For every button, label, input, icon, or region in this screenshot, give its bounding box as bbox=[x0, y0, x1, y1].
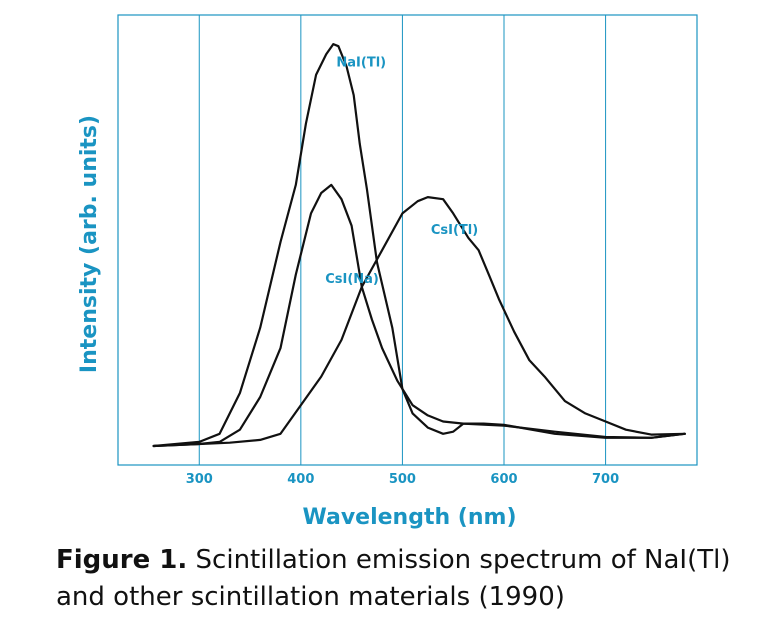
figure-label: Figure 1. bbox=[56, 545, 188, 575]
spectrum-curves bbox=[152, 43, 686, 448]
curve-csi-tl bbox=[152, 196, 686, 448]
plot-frame bbox=[117, 14, 698, 466]
x-tick-300: 300 bbox=[186, 472, 213, 487]
x-tick-600: 600 bbox=[490, 472, 517, 487]
series-label-nai-tl: NaI(Tl) bbox=[336, 56, 386, 71]
gridlines bbox=[198, 15, 607, 465]
series-label-csi-tl: CsI(Tl) bbox=[431, 223, 478, 238]
caption-text-1: Scintillation emission spectrum of NaI(T… bbox=[195, 545, 731, 575]
x-tick-700: 700 bbox=[592, 472, 619, 487]
y-axis-title: Intensity (arb. units) bbox=[77, 115, 102, 373]
caption-line-1: Figure 1. Scintillation emission spectru… bbox=[56, 542, 771, 579]
caption-line-2: and other scintillation materials (1990) bbox=[56, 582, 565, 612]
series-label-csi-na: CsI(Na) bbox=[325, 272, 379, 287]
emission-spectrum-chart: 300 400 500 600 700 NaI(Tl) CsI(Na) CsI(Tl) Wa… bbox=[77, 14, 698, 530]
x-axis-title: Wavelength (nm) bbox=[303, 505, 517, 530]
series-labels: NaI(Tl) CsI(Na) CsI(Tl) bbox=[325, 56, 478, 287]
x-tick-labels: 300 400 500 600 700 bbox=[186, 472, 619, 487]
x-tick-500: 500 bbox=[389, 472, 416, 487]
figure-caption: Figure 1. Scintillation emission spectru… bbox=[56, 542, 771, 616]
x-tick-400: 400 bbox=[287, 472, 314, 487]
